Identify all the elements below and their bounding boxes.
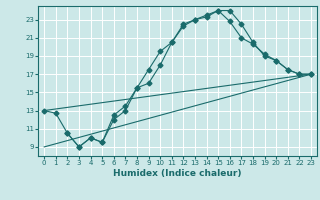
X-axis label: Humidex (Indice chaleur): Humidex (Indice chaleur) (113, 169, 242, 178)
